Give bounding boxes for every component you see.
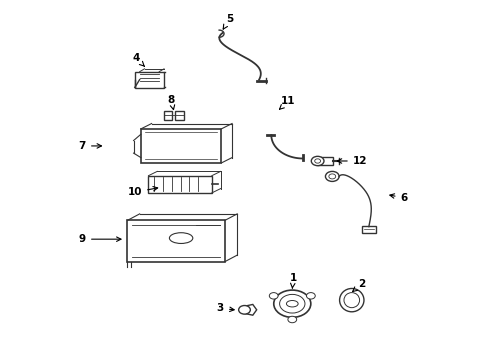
Ellipse shape <box>343 293 359 308</box>
Polygon shape <box>244 305 256 315</box>
FancyBboxPatch shape <box>148 176 211 193</box>
Text: 8: 8 <box>167 95 175 109</box>
FancyBboxPatch shape <box>317 157 332 165</box>
Text: 4: 4 <box>132 53 144 67</box>
Circle shape <box>279 294 305 313</box>
Ellipse shape <box>286 301 298 307</box>
Circle shape <box>328 174 335 179</box>
FancyBboxPatch shape <box>361 226 375 233</box>
Text: 3: 3 <box>216 303 234 314</box>
FancyBboxPatch shape <box>163 111 172 120</box>
Circle shape <box>311 156 324 166</box>
Text: 5: 5 <box>223 14 233 29</box>
Text: 7: 7 <box>79 141 102 151</box>
Circle shape <box>238 306 250 314</box>
Text: 1: 1 <box>289 273 296 288</box>
Ellipse shape <box>339 288 363 312</box>
Circle shape <box>306 293 315 299</box>
FancyBboxPatch shape <box>135 72 163 87</box>
Circle shape <box>269 293 278 299</box>
Text: 6: 6 <box>389 193 407 203</box>
Text: 12: 12 <box>337 156 366 166</box>
Text: 11: 11 <box>279 96 295 109</box>
Circle shape <box>287 316 296 323</box>
Ellipse shape <box>169 233 192 243</box>
Circle shape <box>325 171 338 181</box>
Text: 2: 2 <box>352 279 365 292</box>
FancyBboxPatch shape <box>141 129 221 163</box>
Text: 10: 10 <box>127 186 157 197</box>
Circle shape <box>273 290 310 318</box>
FancyBboxPatch shape <box>175 111 183 120</box>
Text: 9: 9 <box>79 234 121 244</box>
FancyBboxPatch shape <box>127 220 224 262</box>
Circle shape <box>314 159 320 163</box>
